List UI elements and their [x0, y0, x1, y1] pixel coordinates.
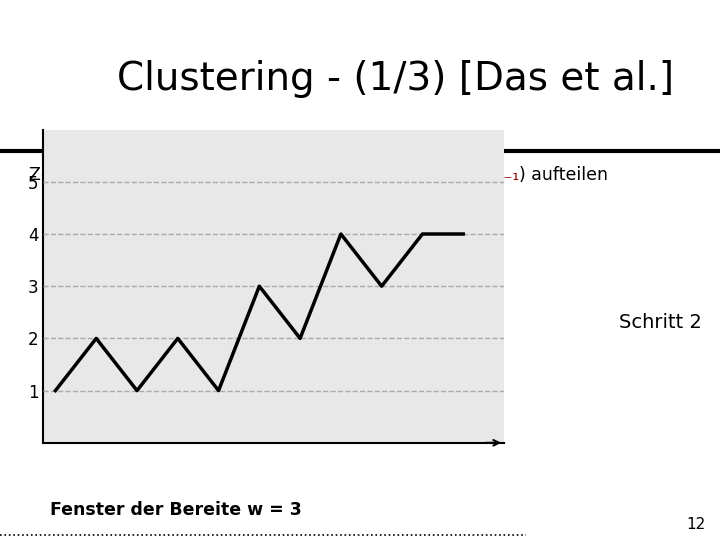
Text: s: s	[386, 166, 396, 184]
Text: Schritt 2: Schritt 2	[619, 313, 702, 332]
Text: = (x: = (x	[124, 166, 166, 184]
Text: = (x: = (x	[400, 166, 442, 184]
Text: Clustering - (1/3) [Das et al.]: Clustering - (1/3) [Das et al.]	[117, 59, 675, 98]
Text: Fenster der Bereite w = 3: Fenster der Bereite w = 3	[50, 501, 302, 519]
Text: 12: 12	[686, 517, 706, 532]
Text: ₙ: ₙ	[212, 166, 219, 184]
Text: ₁: ₁	[166, 166, 174, 184]
Text: ᵢ: ᵢ	[442, 166, 445, 184]
Text: s: s	[113, 166, 124, 184]
Text: ᵢ: ᵢ	[396, 166, 400, 184]
Text: ) aufteilen: ) aufteilen	[519, 166, 608, 184]
Text: ᵢ₊ᵤ₋₁: ᵢ₊ᵤ₋₁	[484, 166, 519, 184]
Text: ,…,x: ,…,x	[445, 166, 484, 184]
Text: ) in Subsequenzen: ) in Subsequenzen	[219, 166, 386, 184]
Text: Zeitreihe: Zeitreihe	[29, 166, 113, 184]
Text: ,…,x: ,…,x	[174, 166, 212, 184]
